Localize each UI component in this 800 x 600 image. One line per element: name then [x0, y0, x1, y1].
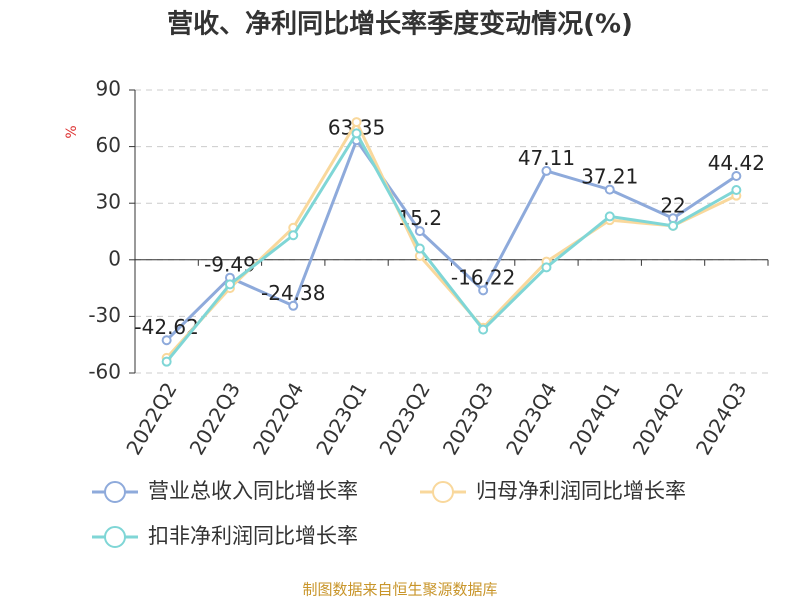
legend-marker — [104, 481, 126, 503]
y-axis-label: % — [64, 125, 80, 138]
chart-title: 营收、净利同比增长率季度变动情况(%) — [167, 9, 633, 40]
data-label: 37.21 — [581, 165, 638, 189]
data-label: -16.22 — [451, 265, 515, 289]
legend-label: 归母净利润同比增长率 — [476, 479, 686, 503]
source: 制图数据来自恒生聚源数据库 — [302, 581, 497, 599]
data-label: 44.42 — [708, 151, 765, 175]
legend-item: 扣非净利润同比增长率 — [92, 524, 358, 548]
point — [161, 356, 172, 367]
series-line — [165, 130, 738, 363]
x-tick-label: 2023Q2 — [374, 378, 434, 459]
x-tick-label: 2024Q3 — [691, 378, 751, 459]
legend-label: 扣非净利润同比增长率 — [148, 524, 358, 548]
point — [541, 165, 552, 176]
y-tick-label: -30 — [88, 303, 121, 327]
point — [351, 117, 362, 128]
x-tick-label: 2023Q4 — [501, 378, 561, 459]
x-tick-label: 2023Q3 — [438, 378, 498, 459]
point — [478, 285, 489, 296]
point — [351, 128, 362, 139]
point — [731, 184, 742, 195]
legend-marker — [104, 526, 126, 548]
data-label: 47.11 — [518, 146, 575, 170]
y-tick-label: 30 — [96, 190, 121, 214]
x-tick-label: 2022Q2 — [121, 378, 181, 459]
legend-item: 营业总收入同比增长率 — [92, 479, 358, 503]
y-tick-label: 90 — [96, 77, 121, 101]
y-tick-label: 60 — [96, 133, 121, 157]
x-tick-label: 2024Q2 — [628, 378, 688, 459]
series-line — [165, 118, 737, 359]
series-line — [165, 137, 738, 342]
data-label: 22 — [660, 193, 685, 217]
y-tick-label: 0 — [108, 246, 121, 270]
y-tick-label: -60 — [88, 360, 121, 384]
point — [478, 324, 489, 335]
point — [288, 300, 299, 311]
x-tick-label: 2024Q1 — [564, 378, 624, 459]
point — [731, 170, 742, 181]
x-tick-label: 2022Q4 — [248, 378, 308, 459]
x-tick-label: 2023Q1 — [311, 378, 371, 459]
point — [604, 211, 615, 222]
point — [541, 262, 552, 273]
point — [288, 230, 299, 241]
legend-label: 营业总收入同比增长率 — [148, 479, 358, 503]
point — [224, 279, 235, 290]
data-label: -9.49 — [204, 253, 256, 277]
point — [604, 184, 615, 195]
data-label: -24.38 — [261, 281, 325, 305]
legend-marker — [432, 481, 454, 503]
point — [414, 243, 425, 254]
legend-item: 归母净利润同比增长率 — [420, 479, 686, 503]
x-tick-label: 2022Q3 — [185, 378, 245, 459]
point — [414, 226, 425, 237]
point — [668, 220, 679, 231]
point — [161, 335, 172, 346]
